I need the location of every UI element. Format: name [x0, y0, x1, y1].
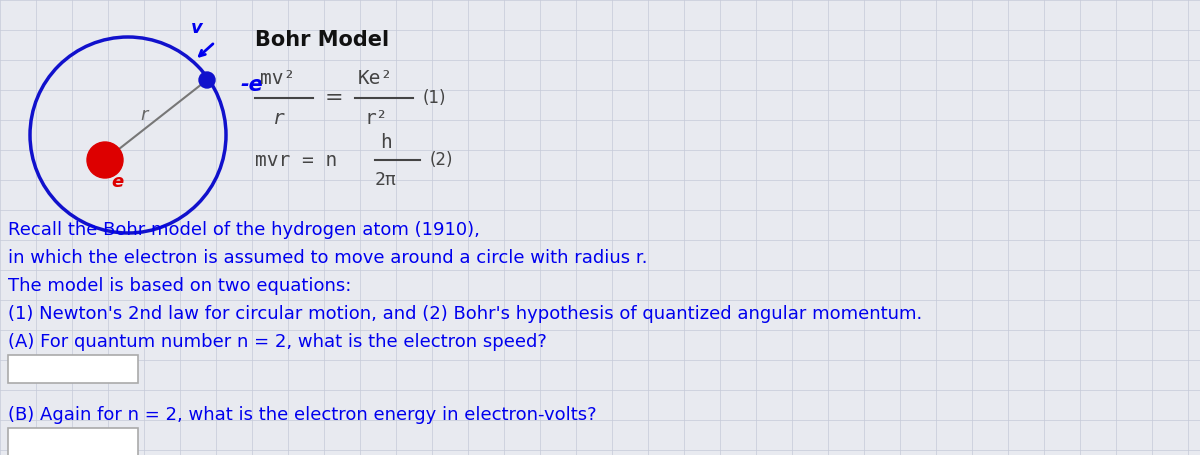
Text: v: v — [191, 19, 203, 37]
Text: -e: -e — [241, 75, 263, 95]
Text: r: r — [274, 108, 284, 127]
Text: Ke²: Ke² — [358, 69, 394, 87]
Text: =: = — [325, 88, 343, 108]
Text: (2): (2) — [430, 151, 454, 169]
FancyBboxPatch shape — [8, 355, 138, 383]
Text: Recall the Bohr model of the hydrogen atom (1910),: Recall the Bohr model of the hydrogen at… — [8, 221, 480, 239]
Text: mv²: mv² — [260, 69, 295, 87]
Text: in which the electron is assumed to move around a circle with radius r.: in which the electron is assumed to move… — [8, 249, 648, 267]
FancyBboxPatch shape — [8, 428, 138, 455]
Text: (1) Newton's 2nd law for circular motion, and (2) Bohr's hypothesis of quantized: (1) Newton's 2nd law for circular motion… — [8, 305, 923, 323]
Text: (1): (1) — [424, 89, 446, 107]
Text: mvr = n: mvr = n — [256, 151, 337, 170]
Text: The model is based on two equations:: The model is based on two equations: — [8, 277, 352, 295]
Text: e: e — [110, 173, 124, 191]
Text: r²: r² — [365, 108, 389, 127]
Circle shape — [88, 142, 124, 178]
Circle shape — [199, 72, 215, 88]
Text: 2π: 2π — [374, 171, 397, 189]
Text: r: r — [140, 106, 148, 124]
Text: (B) Again for n = 2, what is the electron energy in electron-volts?: (B) Again for n = 2, what is the electro… — [8, 406, 596, 424]
Text: Bohr Model: Bohr Model — [256, 30, 389, 50]
Text: h: h — [380, 132, 391, 152]
Text: (A) For quantum number n = 2, what is the electron speed?: (A) For quantum number n = 2, what is th… — [8, 333, 547, 351]
